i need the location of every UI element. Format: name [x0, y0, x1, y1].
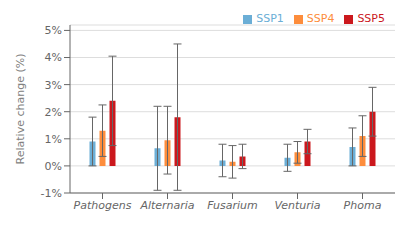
- svg-text:Relative change (%): Relative change (%): [14, 54, 27, 165]
- svg-text:Alternaria: Alternaria: [139, 199, 194, 212]
- svg-text:3%: 3%: [45, 79, 62, 92]
- svg-text:0%: 0%: [45, 160, 62, 173]
- svg-text:4%: 4%: [45, 51, 62, 64]
- html-text:SSP4: SSP4: [306, 12, 335, 25]
- svg-text:1%: 1%: [45, 133, 62, 146]
- html-text:SSP5: SSP5: [357, 12, 385, 25]
- svg-text:Pathogens: Pathogens: [74, 199, 132, 212]
- svg-text:5%: 5%: [45, 24, 62, 37]
- svg-text:Fusarium: Fusarium: [207, 199, 258, 212]
- html-text:SSP1: SSP1: [256, 12, 284, 25]
- svg-text:Phoma: Phoma: [344, 199, 382, 212]
- svg-text:2%: 2%: [45, 106, 62, 119]
- svg-text:-1%: -1%: [41, 187, 62, 200]
- svg-text:Venturia: Venturia: [274, 199, 320, 212]
